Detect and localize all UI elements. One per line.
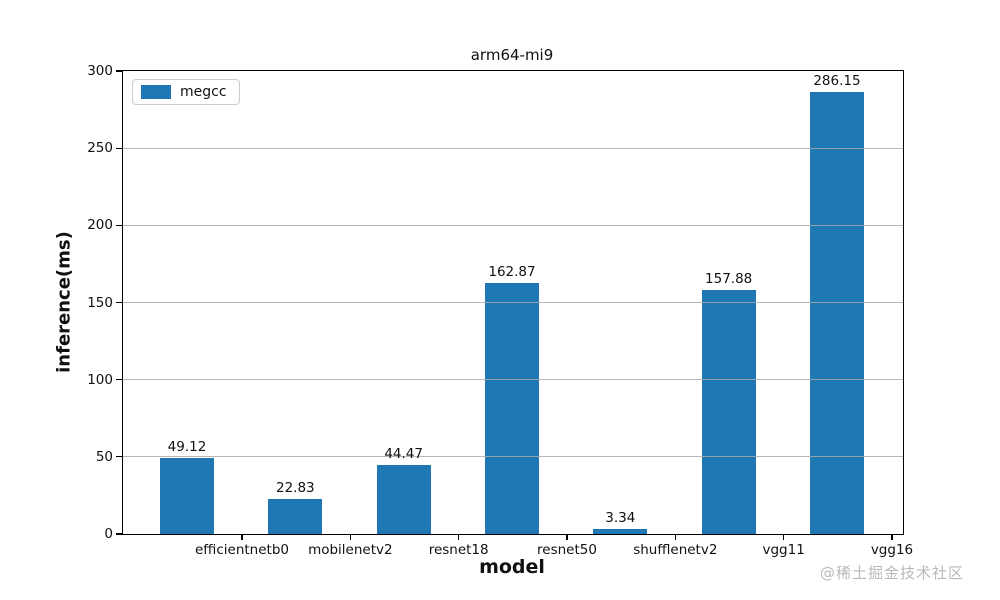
x-axis-label: model	[479, 556, 545, 578]
x-tick-label-vgg16: vgg16	[870, 542, 914, 558]
y-tick-label: 250	[87, 140, 113, 157]
bar-value-label-resnet18: 44.47	[384, 446, 423, 463]
y-tick-mark	[116, 456, 122, 458]
x-tick-mark	[458, 534, 460, 540]
x-tick-label-resnet18: resnet18	[428, 542, 489, 558]
y-tick-mark	[116, 224, 122, 226]
gridline	[123, 456, 903, 458]
y-tick-mark	[116, 379, 122, 381]
y-tick-mark	[116, 147, 122, 149]
chart-title: arm64-mi9	[470, 46, 554, 64]
x-tick-label-efficientnetb0: efficientnetb0	[195, 542, 289, 558]
y-tick-label: 50	[95, 448, 113, 465]
bar-value-label-vgg11: 157.88	[705, 271, 753, 288]
bar-shufflenetv2	[593, 528, 648, 534]
x-tick-mark	[241, 534, 243, 540]
y-tick-label: 100	[87, 371, 113, 388]
bar-value-label-resnet50: 162.87	[488, 263, 536, 280]
y-tick-label: 0	[104, 526, 113, 542]
gridline	[123, 302, 903, 303]
bar-value-label-shufflenetv2: 3.34	[605, 509, 636, 526]
x-tick-mark	[674, 534, 676, 540]
bar-vgg11	[701, 290, 756, 534]
x-tick-mark	[349, 534, 351, 540]
bar-value-label-efficientnetb0: 49.12	[167, 439, 207, 456]
legend: megcc	[132, 79, 240, 105]
x-tick-label-resnet50: resnet50	[537, 542, 597, 558]
bar-resnet18	[376, 465, 431, 534]
gridline	[123, 224, 903, 226]
y-tick-mark	[116, 70, 122, 72]
y-tick-label: 200	[87, 217, 113, 234]
y-tick-mark	[116, 533, 122, 535]
bar-vgg16	[809, 92, 864, 534]
x-tick-label-shufflenetv2: shufflenetv2	[633, 542, 718, 558]
x-tick-mark	[566, 534, 568, 540]
plot-area: megcc 0 50 100 150 200 250 300 49.12 efficientne…	[87, 63, 913, 558]
y-tick-label: 150	[87, 294, 113, 311]
bar-value-label-mobilenetv2: 22.83	[276, 479, 315, 496]
bar-efficientnetb0	[160, 458, 214, 534]
y-tick-label: 300	[87, 63, 113, 79]
x-tick-mark	[891, 534, 893, 540]
y-tick-mark	[116, 301, 122, 304]
gridline	[123, 379, 903, 381]
legend-label-megcc: megcc	[180, 84, 227, 100]
bar-value-label-vgg16: 286.15	[813, 73, 861, 90]
bar-resnet50	[484, 282, 539, 534]
x-tick-label-vgg11: vgg11	[762, 542, 805, 558]
gridline	[123, 147, 903, 149]
legend-swatch-megcc	[141, 85, 171, 99]
x-tick-label-mobilenetv2: mobilenetv2	[308, 542, 393, 558]
bar-mobilenetv2	[268, 498, 323, 534]
watermark: @稀土掘金技术社区	[819, 564, 964, 582]
x-tick-mark	[783, 534, 785, 540]
